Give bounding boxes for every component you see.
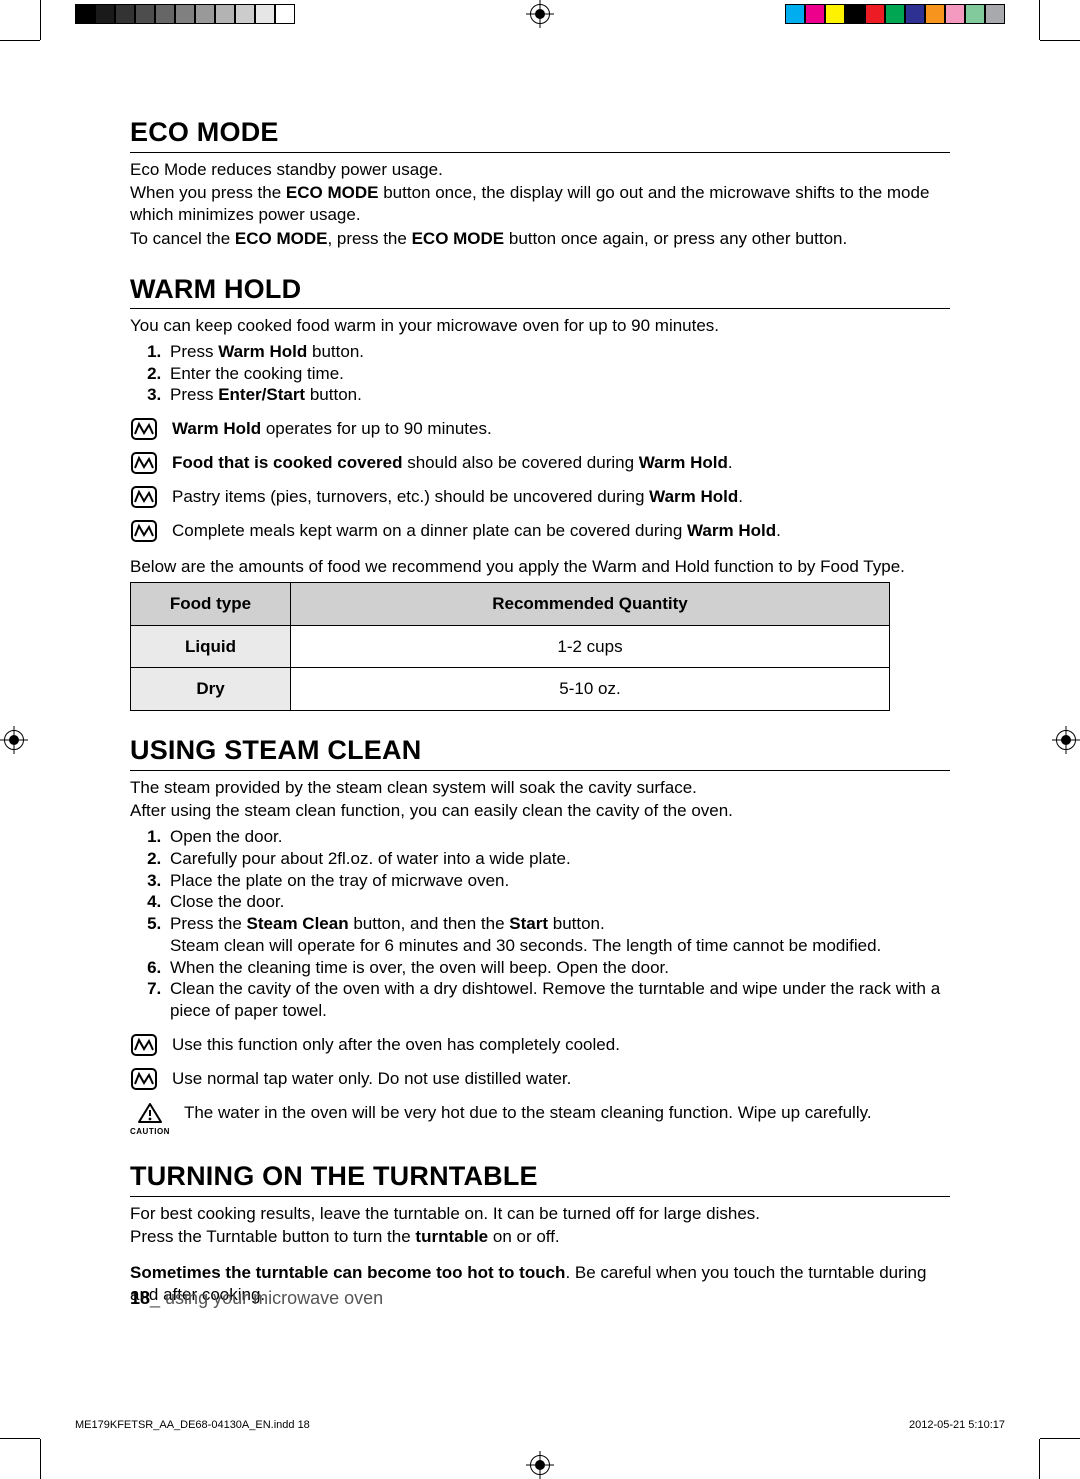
crop-mark [0, 1438, 40, 1439]
body-text: For best cooking results, leave the turn… [130, 1203, 950, 1225]
table-cell: Dry [131, 668, 291, 711]
crop-mark [1039, 0, 1040, 40]
list-item: Open the door. [166, 826, 950, 848]
body-text: To cancel the ECO MODE, press the ECO MO… [130, 228, 950, 250]
steam-clean-steps: Open the door. Carefully pour about 2fl.… [130, 826, 950, 1022]
registration-mark [526, 1451, 554, 1479]
recommended-quantity-table: Food type Recommended Quantity Liquid 1-… [130, 582, 890, 711]
registration-mark [1052, 726, 1080, 754]
note-row: Warm Hold operates for up to 90 minutes. [130, 418, 950, 440]
note-text: Warm Hold operates for up to 90 minutes. [172, 418, 950, 440]
table-cell: 1-2 cups [291, 625, 890, 668]
note-icon [130, 1068, 158, 1090]
body-text: After using the steam clean function, yo… [130, 800, 950, 822]
note-icon [130, 486, 158, 508]
table-cell: 5-10 oz. [291, 668, 890, 711]
list-item: When the cleaning time is over, the oven… [166, 957, 950, 979]
table-row: Liquid 1-2 cups [131, 625, 890, 668]
imprint-file: ME179KFETSR_AA_DE68-04130A_EN.indd 18 [75, 1419, 310, 1431]
list-item: Press Enter/Start button. [166, 384, 950, 406]
note-text: Use this function only after the oven ha… [172, 1034, 950, 1056]
table-header: Food type [131, 582, 291, 625]
list-item: Enter the cooking time. [166, 363, 950, 385]
color-swatch-bar [785, 4, 1005, 24]
eco-mode-heading: Eco Mode [130, 115, 950, 153]
list-item: Close the door. [166, 891, 950, 913]
grayscale-swatch-bar [75, 4, 295, 24]
table-cell: Liquid [131, 625, 291, 668]
note-icon [130, 520, 158, 542]
caution-icon: CAUTION [130, 1102, 170, 1137]
body-text: When you press the ECO MODE button once,… [130, 182, 950, 226]
note-text: Food that is cooked covered should also … [172, 452, 950, 474]
list-item: Carefully pour about 2fl.oz. of water in… [166, 848, 950, 870]
crop-mark [1040, 1438, 1080, 1439]
note-icon [130, 1034, 158, 1056]
note-text: The water in the oven will be very hot d… [184, 1102, 950, 1124]
warm-hold-heading: Warm Hold [130, 272, 950, 310]
registration-mark [0, 726, 28, 754]
caution-label: CAUTION [130, 1127, 170, 1137]
note-row: Complete meals kept warm on a dinner pla… [130, 520, 950, 542]
page-content: Eco Mode Eco Mode reduces standby power … [130, 115, 950, 1308]
crop-mark [0, 40, 40, 41]
note-row: Pastry items (pies, turnovers, etc.) sho… [130, 486, 950, 508]
imprint-line: ME179KFETSR_AA_DE68-04130A_EN.indd 18 20… [75, 1419, 1005, 1431]
body-text: Eco Mode reduces standby power usage. [130, 159, 950, 181]
note-text: Pastry items (pies, turnovers, etc.) sho… [172, 486, 950, 508]
body-text: Press the Turntable button to turn the t… [130, 1226, 950, 1248]
crop-mark [40, 1439, 41, 1479]
table-header: Recommended Quantity [291, 582, 890, 625]
note-icon [130, 452, 158, 474]
crop-mark [1040, 40, 1080, 41]
list-item: Press the Steam Clean button, and then t… [166, 913, 950, 957]
page-footer: 18_ using your microwave oven [130, 1288, 383, 1309]
note-row: Food that is cooked covered should also … [130, 452, 950, 474]
registration-mark [526, 0, 554, 28]
warm-hold-steps: Press Warm Hold button. Enter the cookin… [130, 341, 950, 406]
note-text: Use normal tap water only. Do not use di… [172, 1068, 950, 1090]
table-row: Dry 5-10 oz. [131, 668, 890, 711]
turntable-heading: Turning On the Turntable [130, 1159, 950, 1197]
note-row: Use this function only after the oven ha… [130, 1034, 950, 1056]
crop-mark [40, 0, 41, 40]
list-item: Place the plate on the tray of micrwave … [166, 870, 950, 892]
list-item: Clean the cavity of the oven with a dry … [166, 978, 950, 1022]
note-row: Use normal tap water only. Do not use di… [130, 1068, 950, 1090]
body-text: Below are the amounts of food we recomme… [130, 556, 950, 578]
note-text: Complete meals kept warm on a dinner pla… [172, 520, 950, 542]
steam-clean-heading: Using Steam Clean [130, 733, 950, 771]
imprint-datetime: 2012-05-21 5:10:17 [909, 1419, 1005, 1431]
note-icon [130, 418, 158, 440]
body-text: The steam provided by the steam clean sy… [130, 777, 950, 799]
list-item: Press Warm Hold button. [166, 341, 950, 363]
body-text: You can keep cooked food warm in your mi… [130, 315, 950, 337]
crop-mark [1039, 1439, 1040, 1479]
note-row: CAUTION The water in the oven will be ve… [130, 1102, 950, 1137]
